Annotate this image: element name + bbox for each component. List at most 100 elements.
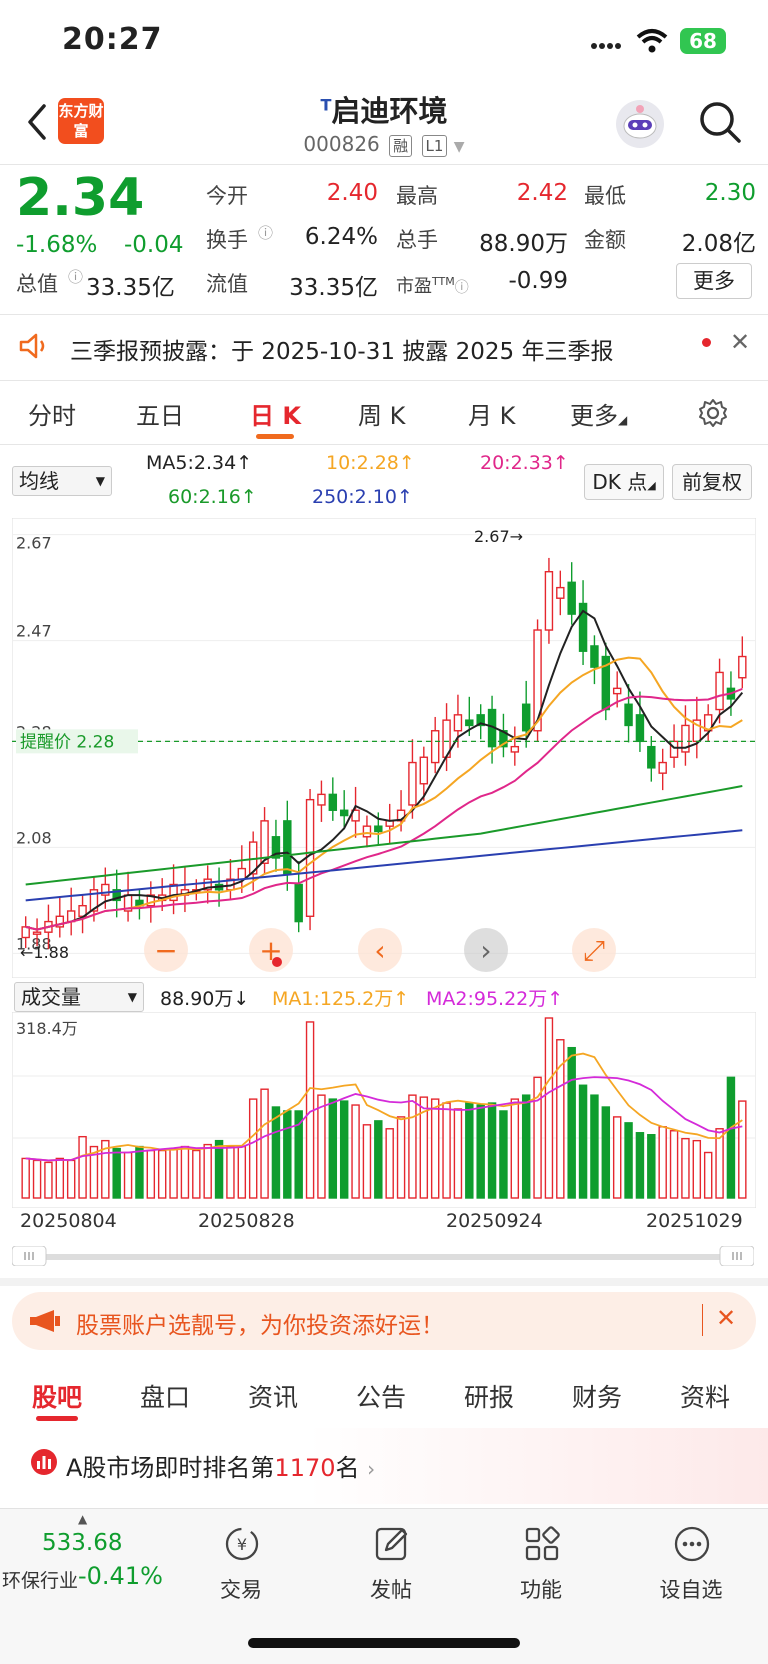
features-grid-icon[interactable]	[522, 1524, 562, 1564]
volume-chart[interactable]: 318.4万	[12, 1012, 756, 1208]
svg-text:‹: ‹	[374, 934, 385, 967]
ma20-label: 20:2.33↑	[480, 452, 569, 474]
volume-bar	[612, 1116, 622, 1199]
candle-body	[237, 867, 247, 880]
chart-range-scrollbar[interactable]	[12, 1246, 754, 1266]
tab-guba[interactable]: 股吧	[32, 1383, 83, 1412]
volume-bar	[521, 1094, 531, 1199]
volume-bar	[567, 1046, 576, 1199]
volume-bar	[533, 1076, 542, 1199]
info-icon[interactable]: ⓘ	[258, 224, 274, 242]
search-icon[interactable]	[698, 100, 742, 144]
y-tick-label: 2.47	[16, 622, 52, 641]
megaphone-icon	[30, 1310, 60, 1332]
rank-banner[interactable]	[0, 1428, 768, 1504]
candle-body	[669, 740, 679, 758]
chart-frame	[12, 1012, 756, 1208]
tab-financials[interactable]: 财务	[572, 1383, 623, 1412]
volume-bar	[317, 1094, 326, 1199]
tab-research[interactable]: 研报	[464, 1383, 515, 1412]
date-label: 20250804	[20, 1210, 117, 1232]
zoom-in-button[interactable]: +	[249, 928, 293, 972]
volume-bar	[442, 1102, 451, 1199]
trade-icon[interactable]: ¥	[222, 1524, 262, 1564]
tab-pankou[interactable]: 盘口	[140, 1383, 191, 1412]
close-notice-icon[interactable]: ✕	[730, 328, 751, 356]
current-volume-label: 88.90万↓	[160, 988, 250, 1010]
volume-bar	[692, 1139, 702, 1199]
scroll-right-button[interactable]: ›	[464, 928, 508, 972]
dk-point-button[interactable]: DK 点◢	[584, 464, 664, 500]
tab-daily-k[interactable]: 日 K	[250, 402, 301, 430]
promo-banner[interactable]	[12, 1292, 756, 1350]
high-label: 最高	[396, 184, 438, 208]
active-tab-underline	[256, 434, 294, 439]
volume-bar	[89, 1145, 99, 1199]
candle-body	[453, 714, 463, 732]
volume-bar	[55, 1157, 65, 1199]
zoom-out-button[interactable]: −	[144, 928, 188, 972]
volume-bar	[260, 1088, 269, 1199]
more-dots-icon[interactable]	[672, 1524, 712, 1564]
back-button[interactable]	[22, 100, 52, 144]
close-promo-icon[interactable]: ✕	[716, 1304, 737, 1332]
nav-add-watchlist[interactable]: 设自选	[659, 1578, 723, 1602]
candle-body	[419, 756, 429, 785]
tab-announcements[interactable]: 公告	[356, 1383, 407, 1412]
fullscreen-button[interactable]: ⤢	[572, 928, 616, 972]
tab-weekly-k[interactable]: 周 K	[358, 402, 406, 430]
svg-text:⤢: ⤢	[583, 934, 605, 967]
tab-profile[interactable]: 资料	[680, 1383, 731, 1412]
sector-index-value[interactable]: 533.68	[42, 1530, 123, 1556]
wifi-icon	[636, 29, 668, 53]
volume-bar	[169, 1147, 178, 1199]
volume-bar	[66, 1159, 76, 1199]
promo-text[interactable]: 股票账户选靓号，为你投资添好运！	[76, 1313, 444, 1339]
tab-more[interactable]: 更多◢	[570, 402, 628, 430]
battery-indicator: 68	[680, 28, 726, 54]
tab-monthly-k[interactable]: 月 K	[468, 402, 516, 430]
candle-body	[465, 719, 474, 727]
chevron-down-icon: ▼	[453, 139, 465, 155]
stock-name-text: 启迪环境	[331, 94, 448, 128]
ma-select[interactable]: 均线 ▼	[12, 466, 112, 496]
nav-post[interactable]: 发帖	[370, 1578, 412, 1602]
scroll-left-button[interactable]: ‹	[358, 928, 402, 972]
tab-intraday[interactable]: 分时	[28, 402, 76, 430]
volume-bar	[408, 1094, 417, 1199]
info-icon[interactable]: ⓘ	[68, 268, 84, 286]
candle-body	[169, 883, 178, 902]
sector-name[interactable]: 环保行业	[2, 1570, 79, 1592]
volume-bar	[681, 1137, 690, 1199]
candle-body	[567, 581, 576, 615]
stock-code-row[interactable]: 000826 融 L1 ▼	[0, 132, 768, 157]
notice-text[interactable]: 三季报预披露：于 2025-10-31 披露 2025 年三季报	[70, 339, 614, 365]
more-quote-button[interactable]: 更多	[676, 263, 752, 299]
rank-text[interactable]: A股市场即时排名第1170名 ›	[66, 1454, 376, 1482]
volume-bar	[669, 1130, 679, 1199]
stock-name[interactable]: T启迪环境	[0, 88, 768, 130]
candle-body	[32, 931, 42, 935]
volume-bar	[112, 1147, 121, 1199]
assistant-robot-icon[interactable]	[616, 100, 664, 148]
float-cap-value: 33.35亿	[289, 275, 378, 301]
change-percent: -1.68%	[16, 232, 98, 258]
candle-body	[738, 655, 747, 679]
nav-features[interactable]: 功能	[520, 1578, 562, 1602]
candle-body	[260, 820, 269, 864]
volume-indicator-select[interactable]: 成交量 ▼	[14, 982, 144, 1012]
compose-icon[interactable]	[372, 1524, 412, 1564]
sector-change: -0.41%	[78, 1562, 163, 1590]
ma60-line	[25, 785, 743, 886]
tab-news[interactable]: 资讯	[248, 1383, 299, 1412]
volume-bar	[578, 1084, 588, 1199]
home-indicator	[248, 1638, 520, 1648]
nav-trade[interactable]: 交易	[220, 1578, 262, 1602]
volume-bar	[339, 1100, 349, 1199]
margin-tag: 融	[389, 135, 413, 157]
tab-five-day[interactable]: 五日	[136, 402, 184, 430]
adjust-button[interactable]: 前复权	[672, 464, 752, 500]
gear-icon[interactable]	[698, 398, 728, 428]
turnover-value: 6.24%	[304, 224, 378, 250]
